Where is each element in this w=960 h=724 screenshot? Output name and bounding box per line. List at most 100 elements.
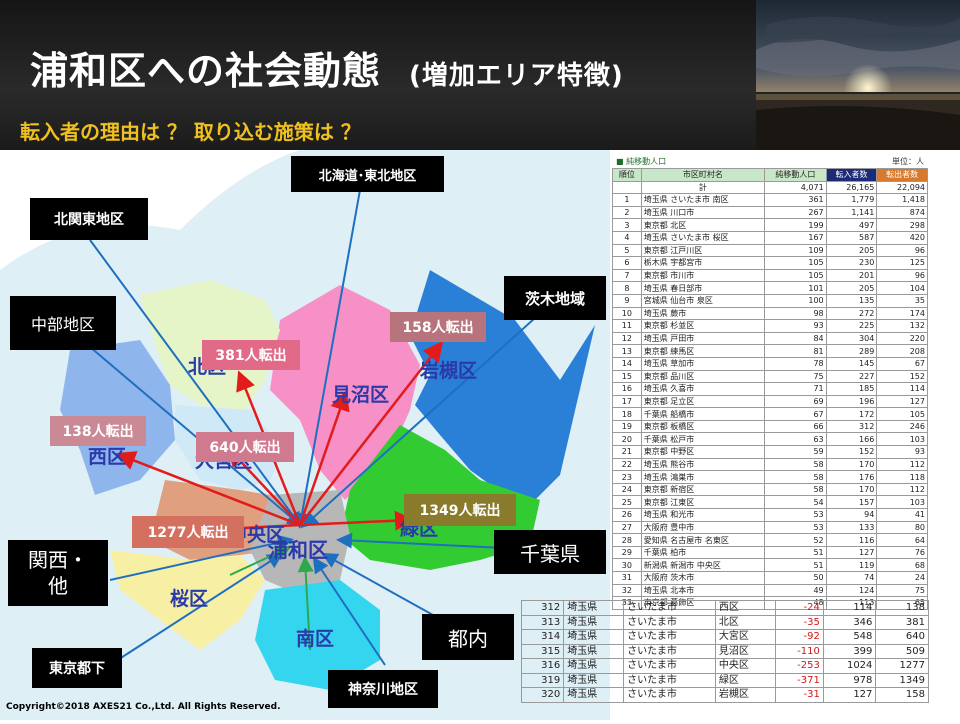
out-cell: 138 (875, 600, 929, 616)
in-cell: 127 (825, 545, 878, 560)
in-cell: 230 (825, 256, 878, 270)
rank-cell: 1 (612, 193, 642, 207)
net-cell: 49 (764, 583, 827, 598)
table-row: 23 埼玉県 鴻巣市 58 176 118 (612, 470, 928, 484)
municipality-cell: 栃木県 宇都宮市 (640, 256, 766, 270)
table-row: 316 埼玉県 さいたま市 中央区 -253 1024 1277 (520, 658, 929, 674)
out-cell: 118 (876, 470, 928, 484)
rank-cell: 7 (612, 268, 642, 283)
table-row: 313 埼玉県 さいたま市 北区 -35 346 381 (520, 614, 929, 630)
municipality-cell: 埼玉県 草加市 (640, 356, 766, 371)
table-row: 12 埼玉県 戸田市 84 304 220 (612, 331, 928, 346)
th-out: 転出者数 (876, 168, 928, 182)
net-cell: 84 (764, 331, 827, 346)
net-cell: -92 (774, 629, 824, 645)
rank-cell: 18 (612, 407, 642, 421)
rank-cell: 319 (520, 672, 565, 688)
net-cell: 67 (764, 407, 827, 421)
out-cell: 103 (876, 432, 928, 447)
rank-cell: 11 (612, 319, 642, 333)
in-cell: 176 (825, 470, 878, 484)
municipality-cell: 埼玉県 戸田市 (640, 331, 766, 346)
in-cell: 1,141 (825, 205, 878, 220)
net-cell: 267 (764, 205, 827, 220)
net-cell: 58 (764, 470, 827, 484)
municipality-cell: 千葉県 松戸市 (640, 432, 766, 447)
net-cell: -253 (774, 658, 824, 674)
table-row: 20 千葉県 松戸市 63 166 103 (612, 432, 928, 447)
tag-nishi-outflow: 138人転出 (50, 416, 146, 446)
municipality-cell: 東京都 北区 (640, 218, 766, 232)
net-cell: 75 (764, 369, 827, 384)
in-cell: 548 (822, 629, 877, 645)
rank-cell: 6 (612, 256, 642, 270)
region-kitakanto: 北関東地区 (30, 198, 148, 240)
in-cell: 227 (825, 369, 878, 384)
net-cell: 167 (764, 230, 827, 245)
in-cell: 289 (825, 344, 878, 358)
table-row: 30 新潟県 新潟市 中央区 51 119 68 (612, 558, 928, 572)
table-row: 18 千葉県 船橋市 67 172 105 (612, 407, 928, 421)
out-cell: 41 (876, 508, 928, 522)
th-in: 転入者数 (825, 168, 878, 182)
tag-kita-outflow: 381人転出 (202, 340, 300, 370)
out-cell: 509 (875, 643, 929, 659)
region-chiba: 千葉県 (494, 530, 606, 574)
rank-cell: 13 (612, 344, 642, 358)
rank-cell: 19 (612, 419, 642, 434)
rank-cell: 29 (612, 545, 642, 560)
out-cell: 64 (876, 533, 928, 547)
net-cell: 63 (764, 432, 827, 447)
net-cell: -24 (774, 600, 824, 616)
table-row: 15 東京都 品川区 75 227 152 (612, 369, 928, 384)
rank-cell: 4 (612, 230, 642, 245)
table-row: 26 埼玉県 和光市 53 94 41 (612, 508, 928, 522)
slide-header: 浦和区への社会動態 (増加エリア特徴) 転入者の理由は ？ 取り込む施策は ？ (0, 0, 960, 150)
rank-cell: 14 (612, 356, 642, 371)
net-cell: 50 (764, 571, 827, 585)
th-municipality: 市区町村名 (640, 168, 766, 182)
in-cell: 94 (825, 508, 878, 522)
out-cell: 298 (876, 218, 928, 232)
net-cell: 69 (764, 394, 827, 409)
rank-cell: 27 (612, 520, 642, 535)
net-cell: 100 (764, 293, 827, 308)
tag-midori-outflow: 1349人転出 (404, 494, 516, 526)
in-cell: 170 (825, 482, 878, 497)
in-cell: 201 (825, 268, 878, 283)
table-row: 13 東京都 練馬区 81 289 208 (612, 344, 928, 358)
net-cell: 66 (764, 419, 827, 434)
tag-chuo-outflow: 1277人転出 (132, 516, 244, 548)
out-cell: 114 (876, 382, 928, 396)
out-cell: 127 (876, 394, 928, 409)
table-row: 312 埼玉県 さいたま市 西区 -24 114 138 (520, 600, 929, 616)
municipality-cell: 東京都 板橋区 (640, 419, 766, 434)
out-cell: 874 (876, 205, 928, 220)
out-cell: 112 (876, 482, 928, 497)
rank-cell: 31 (612, 571, 642, 585)
municipality-cell: 大阪府 茨木市 (640, 571, 766, 585)
table1-total-row: 計 4,071 26,165 22,094 (612, 180, 928, 195)
rank-cell: 312 (520, 600, 565, 616)
table-row: 4 埼玉県 さいたま市 桜区 167 587 420 (612, 230, 928, 245)
rank-cell: 5 (612, 243, 642, 258)
table-row: 5 東京都 江戸川区 109 205 96 (612, 243, 928, 258)
out-cell: 105 (876, 407, 928, 421)
net-cell: -110 (774, 643, 824, 659)
table-row: 319 埼玉県 さいたま市 緑区 -371 978 1349 (520, 672, 929, 688)
city-cell: さいたま市 (623, 687, 716, 703)
table1-caption: ■ 純移動人口 (616, 157, 667, 166)
municipality-cell: 埼玉県 熊谷市 (640, 457, 766, 472)
in-cell: 157 (825, 495, 878, 510)
rank-cell: 8 (612, 281, 642, 295)
table-row: 28 愛知県 名古屋市 名東区 52 116 64 (612, 533, 928, 547)
in-cell: 272 (825, 306, 878, 321)
in-cell: 196 (825, 394, 878, 409)
ward-cell: 大宮区 (714, 629, 776, 645)
out-cell: 174 (876, 306, 928, 321)
net-cell: 361 (764, 193, 827, 207)
copyright: Copyright©2018 AXES21 Co.,Ltd. All Right… (6, 702, 281, 712)
slide-title: 浦和区への社会動態 (増加エリア特徴) (30, 40, 624, 95)
rank-cell: 12 (612, 331, 642, 346)
out-cell: 208 (876, 344, 928, 358)
